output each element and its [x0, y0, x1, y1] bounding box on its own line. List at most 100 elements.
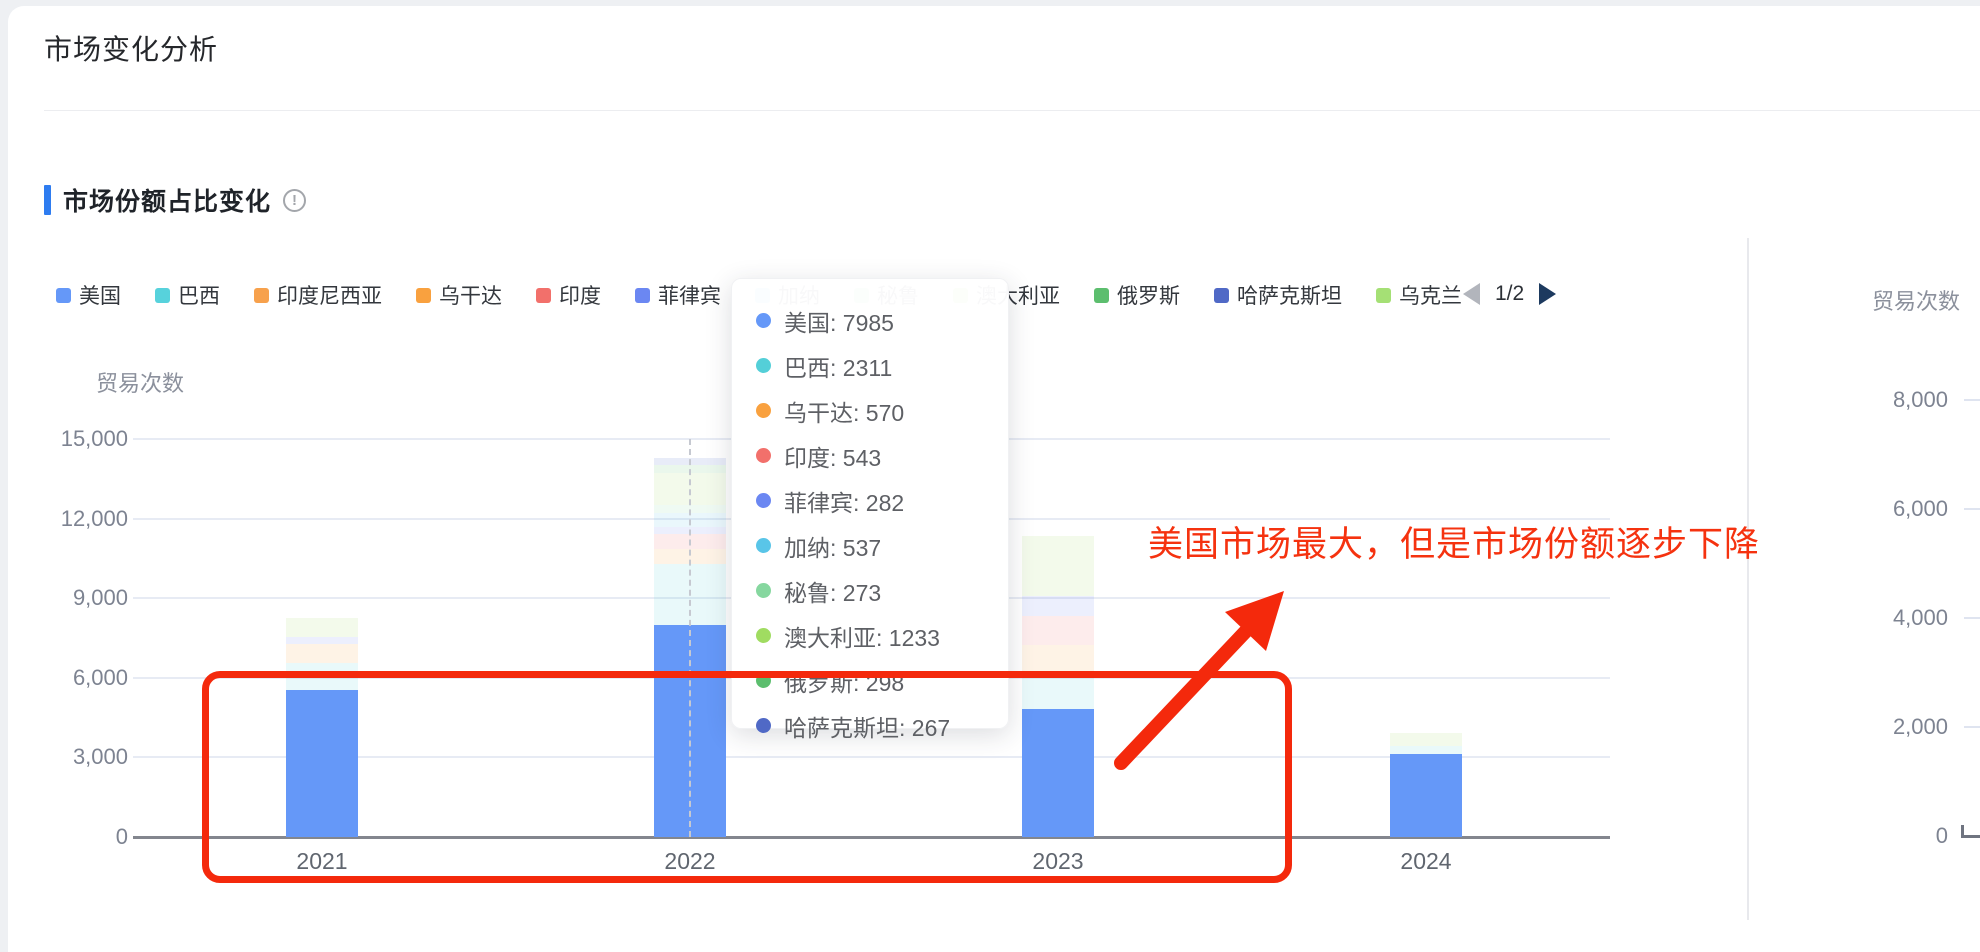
tooltip-series-value: 美国: 7985 [784, 309, 894, 336]
bar-segment-2023-美国[interactable] [1022, 708, 1094, 837]
section-accent-bar [44, 185, 51, 215]
content-card: 市场变化分析 市场份额占比变化 ! 美国巴西印度尼西亚乌干达印度菲律宾加纳秘鲁澳… [8, 6, 1980, 952]
bar-segment-2023-菲律宾[interactable] [1022, 595, 1094, 616]
bar-segment-2024-澳大利亚[interactable] [1390, 732, 1462, 746]
left-axis-name: 贸易次数 [96, 371, 185, 396]
bar-segment-2023-巴西[interactable] [1022, 673, 1094, 709]
tooltip-row-菲律宾: 菲律宾: 282 [756, 478, 1008, 523]
legend-label: 印度尼西亚 [277, 285, 382, 308]
tooltip-row-巴西: 巴西: 2311 [756, 343, 1008, 388]
legend-label: 巴西 [178, 285, 220, 308]
left-ytick-label: 9,000 [72, 585, 128, 611]
right-panel-axis-tick [1961, 825, 1964, 838]
tooltip-row-加纳: 加纳: 537 [756, 523, 1008, 568]
bar-segment-2024-美国[interactable] [1390, 753, 1462, 837]
tooltip-series-dot-icon [756, 628, 771, 643]
tooltip-series-dot-icon [756, 718, 771, 733]
x-axis-line [133, 836, 1610, 839]
legend-next-arrow-icon[interactable] [1539, 283, 1557, 305]
x-axis-label-2021: 2021 [296, 848, 348, 874]
legend-pagination: 1/2 [1463, 282, 1557, 306]
legend-label: 印度 [559, 285, 601, 308]
tooltip-series-dot-icon [756, 538, 771, 553]
tooltip-series-value: 哈萨克斯坦: 267 [784, 714, 951, 741]
legend-prev-arrow-icon[interactable] [1463, 283, 1480, 305]
bar-segment-2021-美国[interactable] [286, 689, 358, 837]
legend-item-俄罗斯[interactable]: 俄罗斯 [1094, 280, 1180, 310]
right-ytick-label: 2,000 [1892, 714, 1948, 739]
right-ytick-label: 4,000 [1892, 605, 1948, 630]
section-header: 市场份额占比变化 ! [44, 182, 307, 218]
annotation-rectangle [202, 671, 1292, 883]
tooltip-row-秘鲁: 秘鲁: 273 [756, 568, 1008, 613]
legend-swatch-icon [1214, 287, 1229, 303]
tooltip-series-value: 秘鲁: 273 [784, 579, 882, 606]
left-ytick-label: 3,000 [72, 744, 128, 770]
right-ytick-label: 8,000 [1892, 387, 1948, 412]
bar-segment-2021-乌干达[interactable] [286, 643, 358, 663]
legend-item-巴西[interactable]: 巴西 [155, 280, 220, 310]
legend-label: 乌干达 [439, 285, 502, 308]
tooltip-row-印度: 印度: 543 [756, 433, 1008, 478]
tooltip-series-value: 巴西: 2311 [784, 354, 893, 381]
left-ytick-label: 6,000 [72, 664, 128, 690]
legend-page-indicator: 1/2 [1495, 282, 1525, 305]
legend-item-美国[interactable]: 美国 [56, 280, 121, 310]
right-ytick-label: 0 [1935, 823, 1948, 848]
tooltip-series-value: 乌干达: 570 [784, 399, 905, 426]
tooltip-series-value: 澳大利亚: 1233 [784, 624, 940, 651]
legend-swatch-icon [635, 287, 650, 303]
tooltip-series-dot-icon [756, 583, 771, 598]
right-panel-gridline-stub [1964, 508, 1980, 510]
tooltip-series-value: 菲律宾: 282 [784, 489, 905, 516]
bar-segment-2021-菲律宾[interactable] [286, 636, 358, 644]
x-axis-label-2023: 2023 [1032, 848, 1084, 874]
left-ytick-label: 12,000 [60, 505, 128, 531]
legend-item-乌干达[interactable]: 乌干达 [416, 280, 502, 310]
tooltip-row-哈萨克斯坦: 哈萨克斯坦: 267 [756, 703, 1008, 748]
legend-label: 菲律宾 [658, 285, 721, 308]
legend-swatch-icon [1094, 287, 1109, 303]
header-divider [44, 110, 1980, 111]
tooltip-series-dot-icon [756, 358, 771, 373]
bar-segment-2023-澳大利亚[interactable] [1022, 535, 1094, 596]
info-icon[interactable]: ! [283, 188, 307, 212]
section-title: 市场份额占比变化 [63, 188, 272, 216]
tooltip-series-value: 印度: 543 [784, 444, 882, 471]
right-panel-gridline-stub [1964, 399, 1980, 401]
x-axis-label-2024: 2024 [1400, 848, 1452, 874]
right-axis-name: 贸易次数 [1872, 289, 1961, 314]
tooltip-series-dot-icon [756, 403, 771, 418]
tooltip-series-dot-icon [756, 313, 771, 328]
legend-item-印度[interactable]: 印度 [536, 280, 601, 310]
legend-swatch-icon [1376, 287, 1391, 303]
right-panel-gridline-stub [1964, 726, 1980, 728]
legend-swatch-icon [155, 287, 170, 303]
legend-item-哈萨克斯坦[interactable]: 哈萨克斯坦 [1214, 280, 1342, 310]
right-ytick-label: 6,000 [1892, 496, 1948, 521]
legend-label: 哈萨克斯坦 [1237, 285, 1342, 308]
bar-segment-2023-印度[interactable] [1022, 615, 1094, 645]
legend-label: 乌克兰 [1399, 285, 1462, 308]
right-panel-axis-line [1964, 835, 1980, 838]
tooltip-series-value: 加纳: 537 [784, 534, 882, 561]
panel-divider [1747, 238, 1749, 920]
bar-segment-2021-澳大利亚[interactable] [286, 617, 358, 637]
legend-label: 俄罗斯 [1117, 285, 1180, 308]
bar-segment-2024-巴西[interactable] [1390, 745, 1462, 754]
tooltip-row-乌干达: 乌干达: 570 [756, 388, 1008, 433]
legend-item-乌克兰[interactable]: 乌克兰 [1376, 280, 1462, 310]
axis-pointer-dashed-line [689, 439, 691, 837]
legend-item-菲律宾[interactable]: 菲律宾 [635, 280, 721, 310]
legend-swatch-icon [254, 287, 269, 303]
tooltip-series-dot-icon [756, 493, 771, 508]
gridline [133, 756, 1610, 759]
annotation-text: 美国市场最大，但是市场份额逐步下降 [1148, 525, 1761, 564]
legend-label: 美国 [79, 285, 121, 308]
bar-segment-2023-乌干达[interactable] [1022, 644, 1094, 674]
tooltip-row-美国: 美国: 7985 [756, 298, 1008, 343]
legend-swatch-icon [56, 287, 71, 303]
legend-swatch-icon [416, 287, 431, 303]
legend-item-印度尼西亚[interactable]: 印度尼西亚 [254, 280, 382, 310]
x-axis-label-2022: 2022 [664, 848, 716, 874]
